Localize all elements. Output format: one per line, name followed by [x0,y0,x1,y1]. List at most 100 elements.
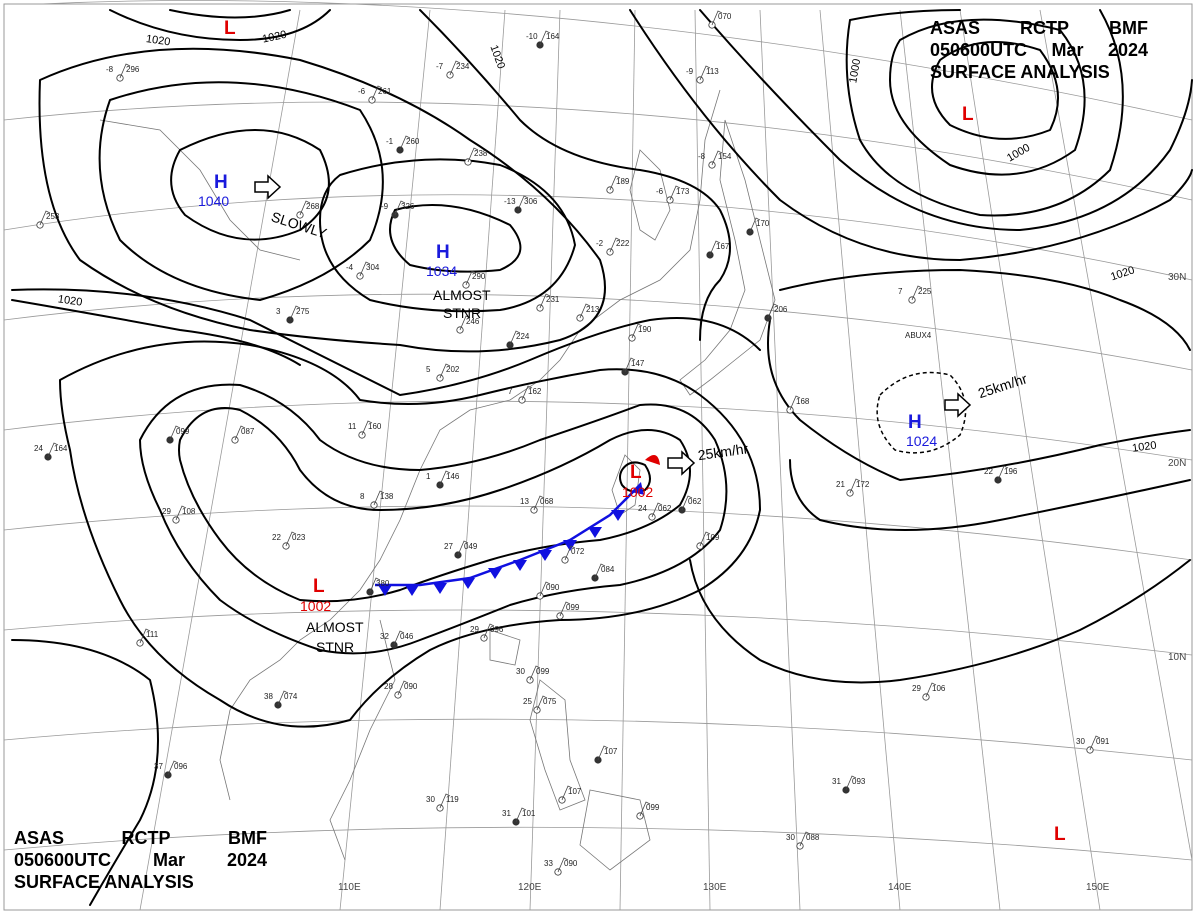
station-pressure: 096 [174,762,188,771]
isobar-low-taiwan [619,461,651,493]
station-pressure: 168 [796,397,810,406]
station-temperature: 3 [276,307,281,316]
wind-barb-icon [631,323,643,339]
wind-barb-icon [609,237,621,253]
wind-barb-icon [289,305,301,321]
station-plot: 090 [536,581,560,600]
cold-front-barb [461,578,475,589]
station-plot: 31 093 [832,775,866,794]
header-line1-c: BMF [227,828,267,848]
station-temperature: 38 [264,692,273,701]
pressure-system-low-ne: L [962,104,974,125]
station-plot: 253 [36,210,60,229]
station-plot: -6 261 [358,85,392,104]
isobar-1024-north [38,47,606,353]
station-plot: 070 [708,10,732,29]
station-temperature: 11 [348,422,357,431]
station-pressure: 046 [400,632,414,641]
station-pressure: 099 [176,427,190,436]
station-plot: 224 [506,330,530,349]
station-pressure: 231 [546,295,560,304]
wind-barb-icon [465,270,477,286]
cold-front-barb [488,568,502,579]
wind-barb-icon [369,577,381,593]
station-plot: 099 [166,425,190,444]
station-temperature: -7 [436,62,444,71]
station-temperature: 31 [502,809,511,818]
longitude-label: 140E [888,882,912,893]
high-value: 1034 [426,263,457,279]
station-plot: 072 [561,545,585,564]
ship-label: ABUX4 [905,331,932,340]
cold-front-barb [433,583,447,594]
wind-barb-icon [539,293,551,309]
meridian [439,9,506,911]
low-letter: L [962,104,974,125]
isobar-label: 1020 [1131,439,1157,454]
motion-label-line1: ALMOST [306,619,364,635]
wind-barb-icon [521,385,533,401]
station-pressure: 326 [401,202,415,211]
station-temperature: -10 [526,32,538,41]
wind-barb-icon [371,85,383,101]
japan [679,119,776,396]
latitude-label: 30N [1168,272,1186,283]
station-pressure: 091 [1096,737,1110,746]
wind-barb-icon [299,200,311,216]
station-plot: 8 138 [360,490,394,509]
station-temperature: 5 [426,365,431,374]
station-pressure: 234 [456,62,470,71]
wind-barb-icon [925,682,937,698]
map-frame [3,3,1193,911]
station-plot: -8 154 [698,150,732,169]
motion-arrow-high-1024 [944,392,972,418]
station-plots: -10 164 -7 234 -6 261 -1 260 238 -8 296 -9 326 -4 304 2… [34,10,1110,876]
header-line1-b: RCTP [1020,18,1069,38]
isobar-label: 1020 [145,33,171,48]
station-plot: 3 275 [276,305,310,324]
isobar-low-ne-2 [889,18,1086,176]
header-line2: 050600UTC Mar 2024 [930,39,1148,61]
meridian [899,9,1001,911]
header-line2: 050600UTC Mar 2024 [14,849,267,871]
station-pressure: 107 [604,747,618,756]
meridian-130e [694,9,711,911]
luzon [529,679,586,811]
wind-barb-icon [373,490,385,506]
station-plot: 30 088 [786,831,820,850]
station-plot: 206 [764,303,788,322]
hainan [489,629,521,666]
station-pressure: 072 [571,547,585,556]
station-temperature: 21 [836,480,845,489]
header-line2-b: Mar [1051,40,1084,60]
station-temperature: -8 [106,65,114,74]
motion-label: 25km/hr [697,440,750,463]
station-pressure: 189 [616,177,630,186]
station-pressure: 111 [146,630,159,639]
station-pressure: 090 [564,859,578,868]
header-line3: SURFACE ANALYSIS [930,62,1110,82]
station-pressure: 049 [464,542,478,551]
wind-barb-icon [234,425,246,441]
station-plot: 246 [456,315,480,334]
station-pressure: 380 [376,579,390,588]
station-temperature: 22 [272,533,281,542]
station-plot: 213 [576,303,600,322]
header-line3: SURFACE ANALYSIS [930,61,1148,83]
wind-barb-icon [529,665,541,681]
header-line2-c: 2024 [1107,40,1148,60]
wind-barb-icon [749,217,761,233]
isobar-east-1020 [767,319,1191,481]
station-plot: 30 099 [516,665,550,684]
station-plot: 062 [678,495,702,514]
pressure-system-high-1034: H 1034 ALMOST STNR [426,242,491,321]
station-pressure: 162 [528,387,542,396]
parallel [3,293,1193,371]
station-pressure: 275 [296,307,310,316]
parallel-20n [3,400,1193,461]
low-letter: L [630,462,642,483]
warm-front-barb [645,455,660,465]
station-pressure: 154 [718,152,732,161]
wind-barb-icon [533,495,545,511]
high-letter: H [908,412,922,433]
